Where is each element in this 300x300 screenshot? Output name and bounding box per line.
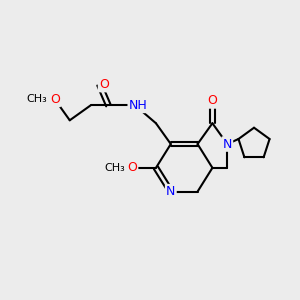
Text: O: O <box>99 78 109 91</box>
Text: O: O <box>127 161 137 174</box>
Text: O: O <box>50 93 60 106</box>
Text: CH₃: CH₃ <box>104 163 125 173</box>
Text: O: O <box>208 94 218 107</box>
Text: N: N <box>223 138 232 151</box>
Text: CH₃: CH₃ <box>27 94 47 104</box>
Text: N: N <box>166 185 176 198</box>
Text: NH: NH <box>129 99 148 112</box>
